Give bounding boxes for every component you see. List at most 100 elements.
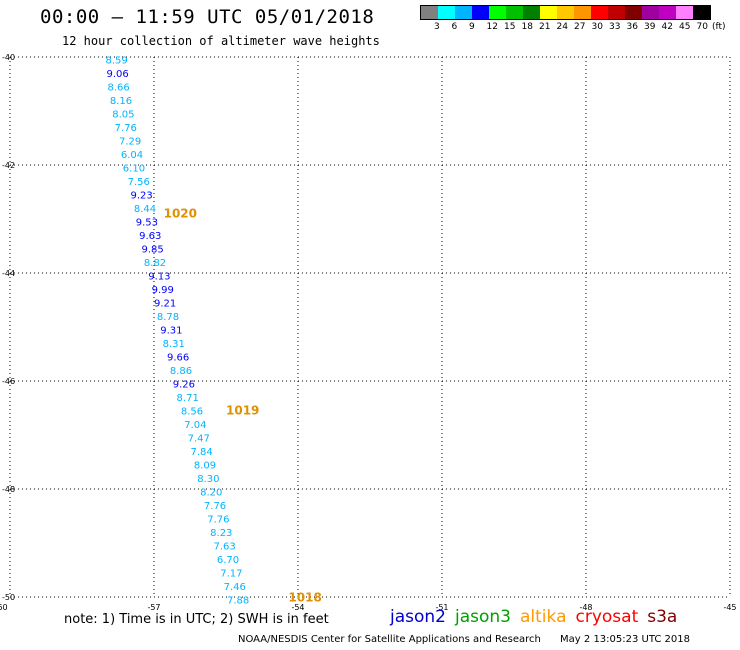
color-scale-label: 70: [696, 22, 708, 32]
data-point-label: 8.78: [157, 312, 179, 323]
data-point-label: 7.76: [207, 515, 229, 526]
color-scale-label: 45: [679, 22, 691, 32]
color-scale-label: 30: [591, 22, 603, 32]
color-scale-swatch: [693, 6, 710, 19]
x-tick-label: -48: [579, 603, 592, 612]
y-tick-label: -40: [2, 53, 15, 62]
color-scale-swatch: [591, 6, 608, 19]
legend-jason3: jason3: [455, 607, 511, 627]
data-point-label: 9.31: [160, 326, 182, 337]
data-point-label: 9.23: [130, 191, 152, 202]
legend-s3a: s3a: [647, 607, 678, 627]
data-point-label: 7.84: [190, 447, 212, 458]
data-point-label: 8.31: [163, 339, 185, 350]
data-point-label: 8.44: [134, 204, 156, 215]
x-tick-label: -60: [0, 603, 8, 612]
color-scale-swatch: [472, 6, 489, 19]
y-tick-label: -46: [2, 377, 15, 386]
x-tick-label: -51: [435, 603, 448, 612]
color-scale-label: 3: [434, 22, 440, 32]
color-scale-labels: 3 6 9 12 15 18 21 24 27 30 33 36 39 42 45 70: [420, 22, 730, 36]
data-point-label: 7.29: [119, 137, 141, 148]
data-point-label: 8.82: [144, 258, 166, 269]
legend-jason2: jason2: [390, 607, 446, 627]
color-scale-swatch: [625, 6, 642, 19]
data-point-label: 8.59: [106, 56, 128, 67]
data-point-label: 6.10: [123, 164, 145, 175]
data-point-label: 7.76: [115, 123, 137, 134]
data-point-label: 9.66: [167, 353, 189, 364]
color-scale-swatch: [506, 6, 523, 19]
note-text: note: 1) Time is in UTC; 2) SWH is in fe…: [64, 612, 329, 627]
page-subtitle: 12 hour collection of altimeter wave hei…: [62, 34, 380, 48]
data-point-label: 8.20: [200, 488, 222, 499]
legend-altika: altika: [520, 607, 567, 627]
data-point-label: 8.66: [107, 83, 129, 94]
color-scale-label: 39: [644, 22, 656, 32]
color-scale-swatch: [608, 6, 625, 19]
data-point-label: 9.53: [136, 218, 158, 229]
x-tick-label: -57: [147, 603, 160, 612]
color-scale-swatch: [642, 6, 659, 19]
footer-credit: NOAA/NESDIS Center for Satellite Applica…: [238, 634, 541, 645]
data-point-label: 8.71: [177, 393, 199, 404]
color-scale-label: 12: [486, 22, 498, 32]
pass-number-label: 1019: [226, 404, 259, 418]
data-point-label: 7.63: [214, 542, 236, 553]
page-title: 00:00 – 11:59 UTC 05/01/2018: [40, 6, 375, 28]
data-point-label: 9.85: [142, 245, 164, 256]
color-scale-swatch: [438, 6, 455, 19]
y-tick-label: -48: [2, 485, 15, 494]
data-point-label: 8.23: [210, 528, 232, 539]
data-point-label: 9.06: [106, 69, 128, 80]
data-point-label: 6.70: [217, 555, 239, 566]
data-point-label: 7.88: [227, 596, 249, 607]
data-point-label: 9.13: [148, 272, 170, 283]
color-scale-label: 21: [539, 22, 551, 32]
data-point-label: 8.56: [181, 407, 203, 418]
data-point-label: 7.47: [188, 434, 210, 445]
color-scale-swatch: [676, 6, 693, 19]
color-scale-label: 18: [521, 22, 533, 32]
color-scale-swatch: [455, 6, 472, 19]
data-point-label: 8.16: [110, 96, 132, 107]
color-scale-label: 6: [451, 22, 458, 32]
footer: NOAA/NESDIS Center for Satellite Applica…: [238, 634, 690, 645]
y-tick-label: -42: [2, 161, 15, 170]
color-scale-unit: (ft): [712, 22, 726, 32]
data-point-label: 7.17: [220, 569, 242, 580]
y-tick-label: -50: [2, 593, 15, 602]
data-point-label: 7.46: [224, 582, 246, 593]
data-point-label: 8.09: [194, 461, 216, 472]
x-tick-label: -54: [291, 603, 304, 612]
color-scale-label: 42: [661, 22, 673, 32]
color-scale-swatch: [523, 6, 540, 19]
legend-cryosat: cryosat: [575, 607, 639, 627]
color-scale-swatch: [540, 6, 557, 19]
y-tick-label: -44: [2, 269, 15, 278]
data-point-label: 7.04: [184, 420, 206, 431]
color-scale-swatches: [420, 5, 711, 20]
data-point-label: 9.26: [173, 380, 195, 391]
color-scale-label: 24: [556, 22, 568, 32]
data-point-label: 8.05: [112, 110, 134, 121]
data-point-label: 7.76: [204, 501, 226, 512]
color-scale-swatch: [557, 6, 574, 19]
color-scale-swatch: [574, 6, 591, 19]
color-scale-label: 33: [609, 22, 621, 32]
data-point-label: 9.99: [152, 285, 174, 296]
pass-number-label: 1018: [288, 590, 321, 604]
color-scale-swatch: [421, 6, 438, 19]
satellite-legend: jason2 jason3 altika cryosat s3a: [390, 607, 686, 627]
footer-timestamp: May 2 13:05:23 UTC 2018: [560, 634, 690, 645]
data-point-label: 7.56: [128, 177, 150, 188]
color-scale-label: 36: [626, 22, 638, 32]
color-scale-label: 27: [574, 22, 586, 32]
x-tick-label: -45: [723, 603, 736, 612]
color-scale: 3 6 9 12 15 18 21 24 27 30 33 36 39 42 45 70 (ft): [420, 5, 730, 41]
pass-number-label: 1020: [164, 207, 197, 221]
color-scale-swatch: [489, 6, 506, 19]
data-point-label: 8.30: [197, 474, 219, 485]
color-scale-label: 15: [504, 22, 516, 32]
